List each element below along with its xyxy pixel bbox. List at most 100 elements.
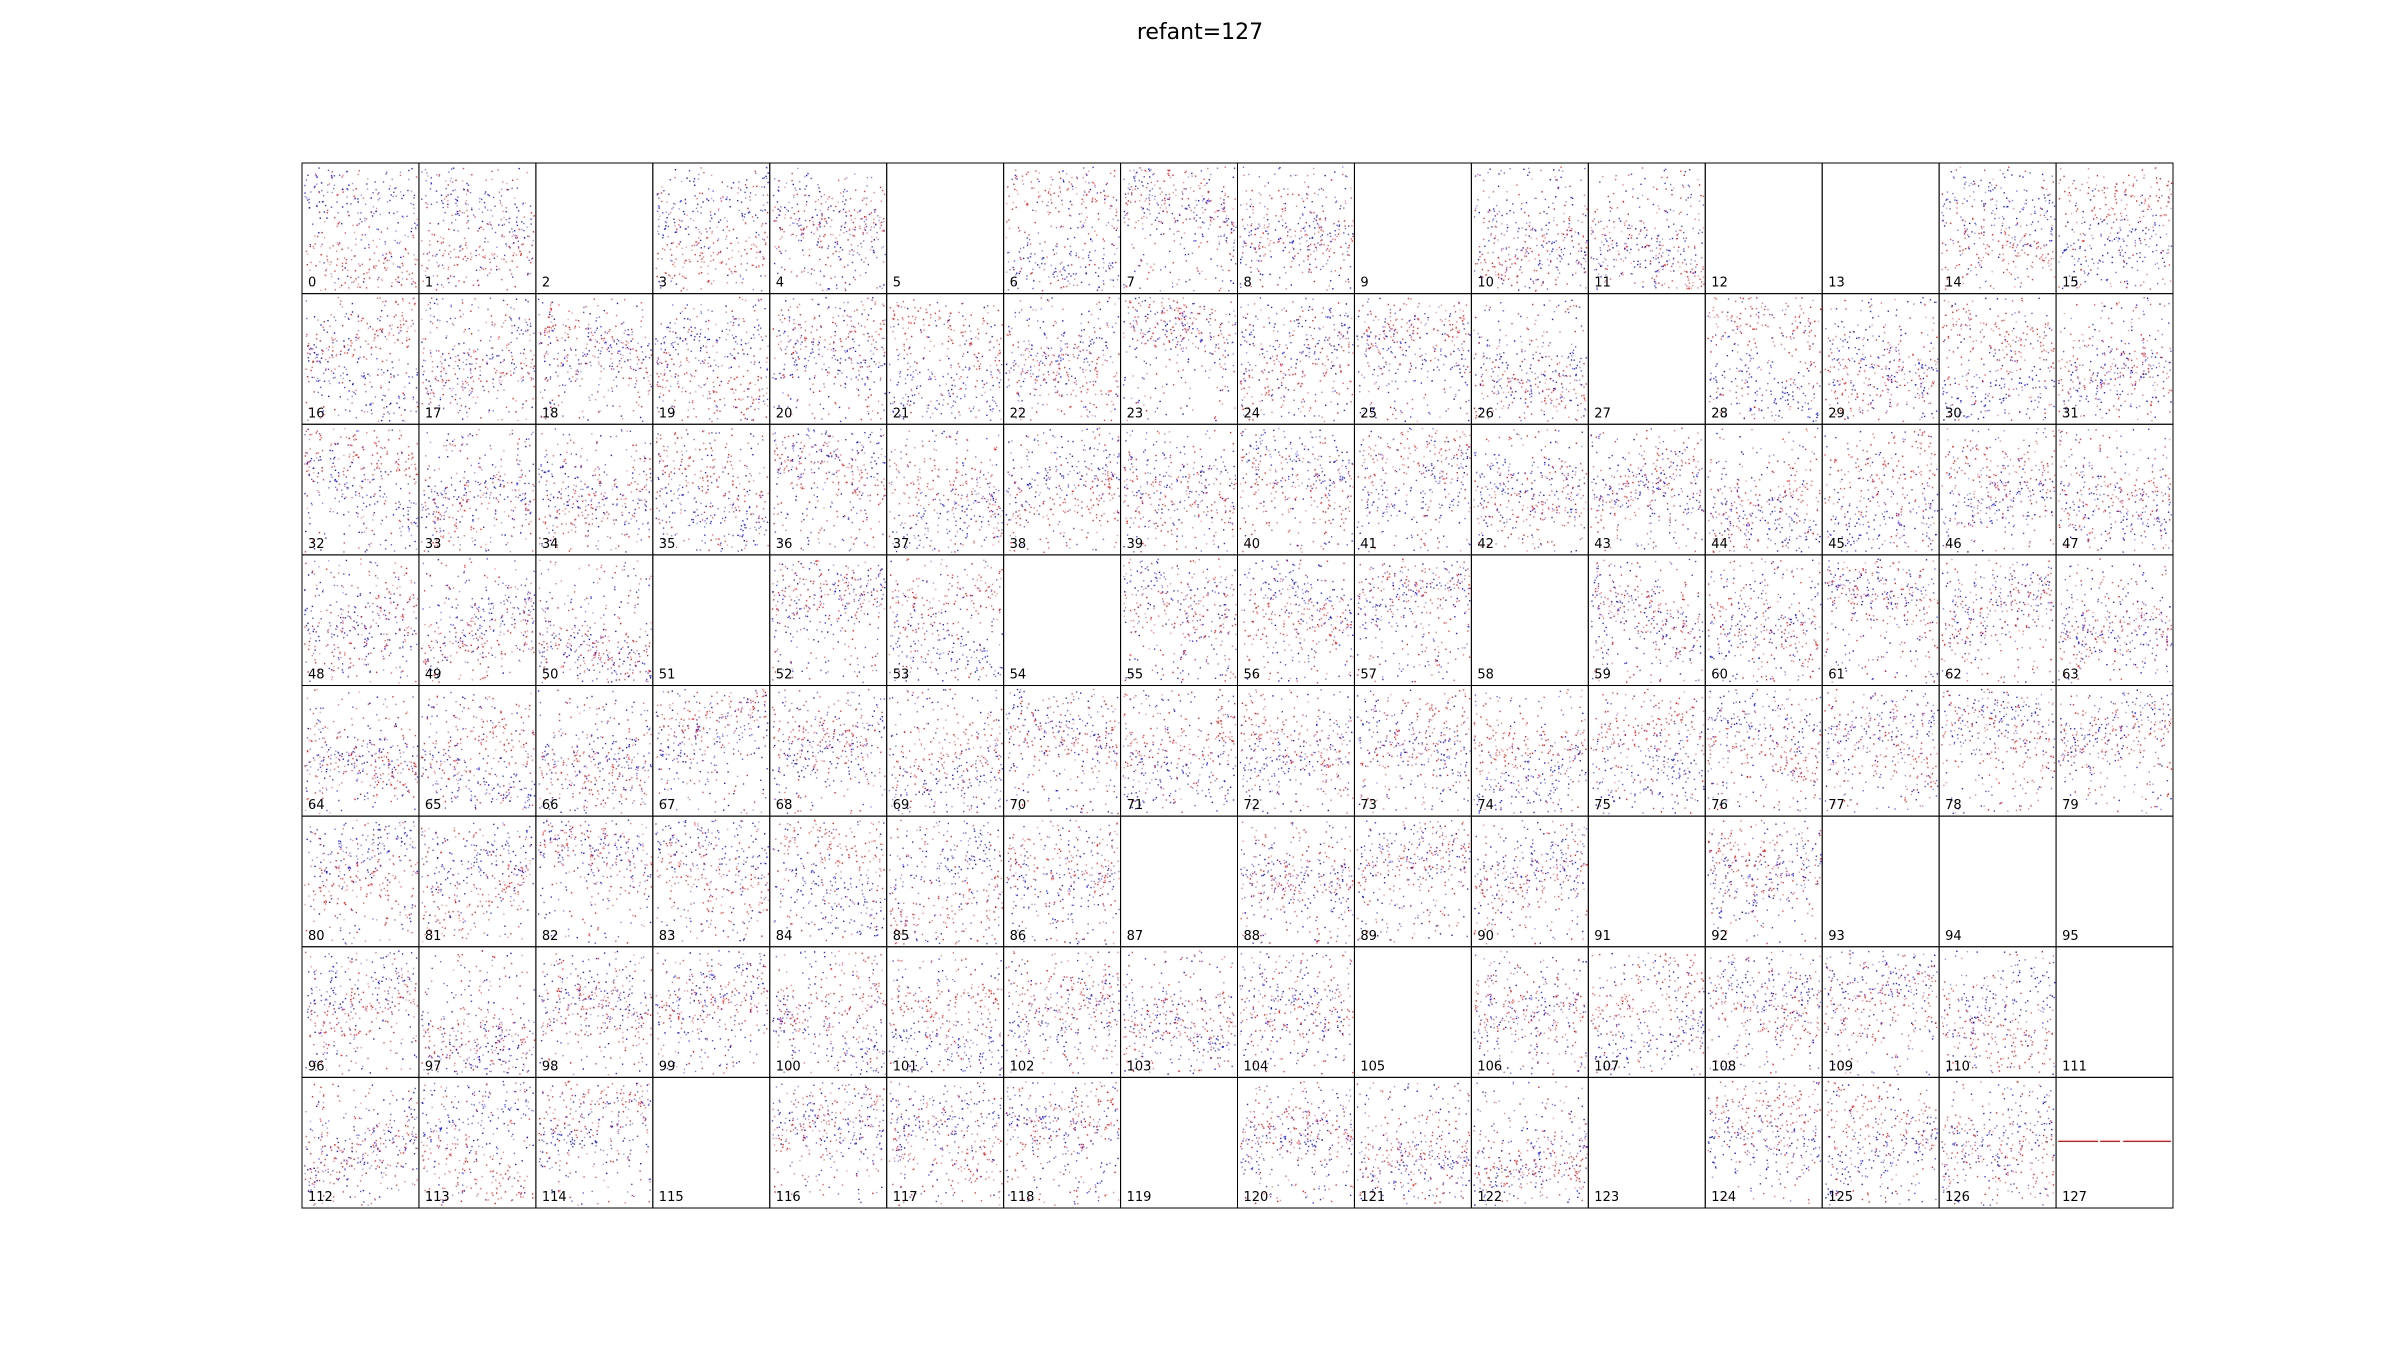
data-point — [2016, 190, 2017, 191]
data-point — [1976, 254, 1977, 255]
data-point — [360, 346, 361, 347]
data-point — [1092, 199, 1093, 200]
data-point — [727, 186, 728, 187]
data-point — [409, 303, 410, 304]
data-point — [1974, 243, 1975, 244]
data-point — [523, 243, 524, 244]
data-point — [834, 276, 835, 277]
data-point — [2093, 218, 2094, 219]
data-point — [1140, 288, 1141, 289]
data-point — [2094, 208, 2095, 209]
data-point — [1550, 179, 1551, 180]
data-point — [707, 273, 708, 274]
data-point — [2136, 180, 2137, 181]
data-point — [1967, 229, 1968, 230]
data-point — [1662, 269, 1663, 270]
data-point — [1267, 238, 1268, 239]
data-point — [2127, 235, 2128, 236]
data-point — [1310, 244, 1311, 245]
data-point — [339, 287, 340, 288]
data-point — [711, 232, 712, 233]
data-point — [854, 279, 855, 280]
data-point — [1592, 220, 1593, 221]
data-point — [395, 279, 396, 280]
data-point — [718, 252, 719, 253]
data-point — [1658, 257, 1659, 258]
data-point — [372, 215, 373, 216]
data-point — [320, 362, 321, 363]
data-point — [1219, 290, 1220, 291]
data-point — [1959, 264, 1960, 265]
data-point — [1686, 285, 1687, 286]
data-point — [1646, 245, 1647, 246]
data-point — [2116, 183, 2117, 184]
data-point — [432, 392, 433, 393]
data-point — [806, 226, 807, 227]
data-point — [306, 197, 307, 198]
data-point — [1335, 202, 1336, 203]
data-point — [448, 184, 449, 185]
data-point — [443, 207, 444, 208]
data-point — [1546, 243, 1547, 244]
data-point — [1224, 211, 1225, 212]
data-point — [1313, 251, 1314, 252]
data-point — [2116, 202, 2117, 203]
data-point — [1199, 217, 1200, 218]
data-point — [315, 173, 316, 174]
data-point — [735, 271, 736, 272]
data-point — [670, 179, 671, 180]
data-point — [1480, 262, 1481, 263]
data-point — [842, 249, 843, 250]
data-point — [414, 304, 415, 305]
data-point — [394, 240, 395, 241]
data-point — [1554, 208, 1555, 209]
data-point — [759, 252, 760, 253]
data-point — [1094, 185, 1095, 186]
data-point — [413, 254, 414, 255]
data-point — [328, 380, 329, 381]
panel-9: 9 — [1354, 163, 1471, 294]
data-point — [2170, 280, 2171, 281]
data-point — [357, 286, 358, 287]
data-point — [378, 421, 379, 422]
data-point — [320, 324, 321, 325]
data-point — [369, 269, 370, 270]
data-point — [487, 209, 488, 210]
data-point — [404, 394, 405, 395]
data-point — [2120, 213, 2121, 214]
data-point — [1331, 271, 1332, 272]
data-point — [331, 314, 332, 315]
data-point — [1491, 233, 1492, 234]
panel-16: 16 — [302, 294, 419, 425]
data-point — [707, 281, 708, 282]
data-point — [700, 167, 701, 168]
data-point — [871, 177, 872, 178]
data-point — [1202, 236, 1203, 237]
data-point — [1629, 252, 1630, 253]
data-point — [308, 345, 309, 346]
data-point — [1080, 221, 1081, 222]
data-point — [726, 198, 727, 199]
data-point — [471, 304, 472, 305]
data-point — [784, 207, 785, 208]
data-point — [465, 203, 466, 204]
data-point — [1220, 197, 1221, 198]
data-point — [2100, 208, 2101, 209]
data-point — [1029, 261, 1030, 262]
data-point — [1085, 219, 1086, 220]
data-point — [1202, 234, 1203, 235]
data-point — [698, 229, 699, 230]
data-point — [374, 337, 375, 338]
data-point — [874, 239, 875, 240]
data-point — [314, 235, 315, 236]
data-point — [1495, 274, 1496, 275]
data-point — [1475, 208, 1476, 209]
data-point — [1658, 269, 1659, 270]
data-point — [1243, 241, 1244, 242]
panel-frame — [1354, 163, 1471, 294]
data-point — [745, 241, 746, 242]
data-point — [1185, 281, 1186, 282]
data-point — [1268, 226, 1269, 227]
data-point — [471, 174, 472, 175]
data-point — [1084, 222, 1085, 223]
